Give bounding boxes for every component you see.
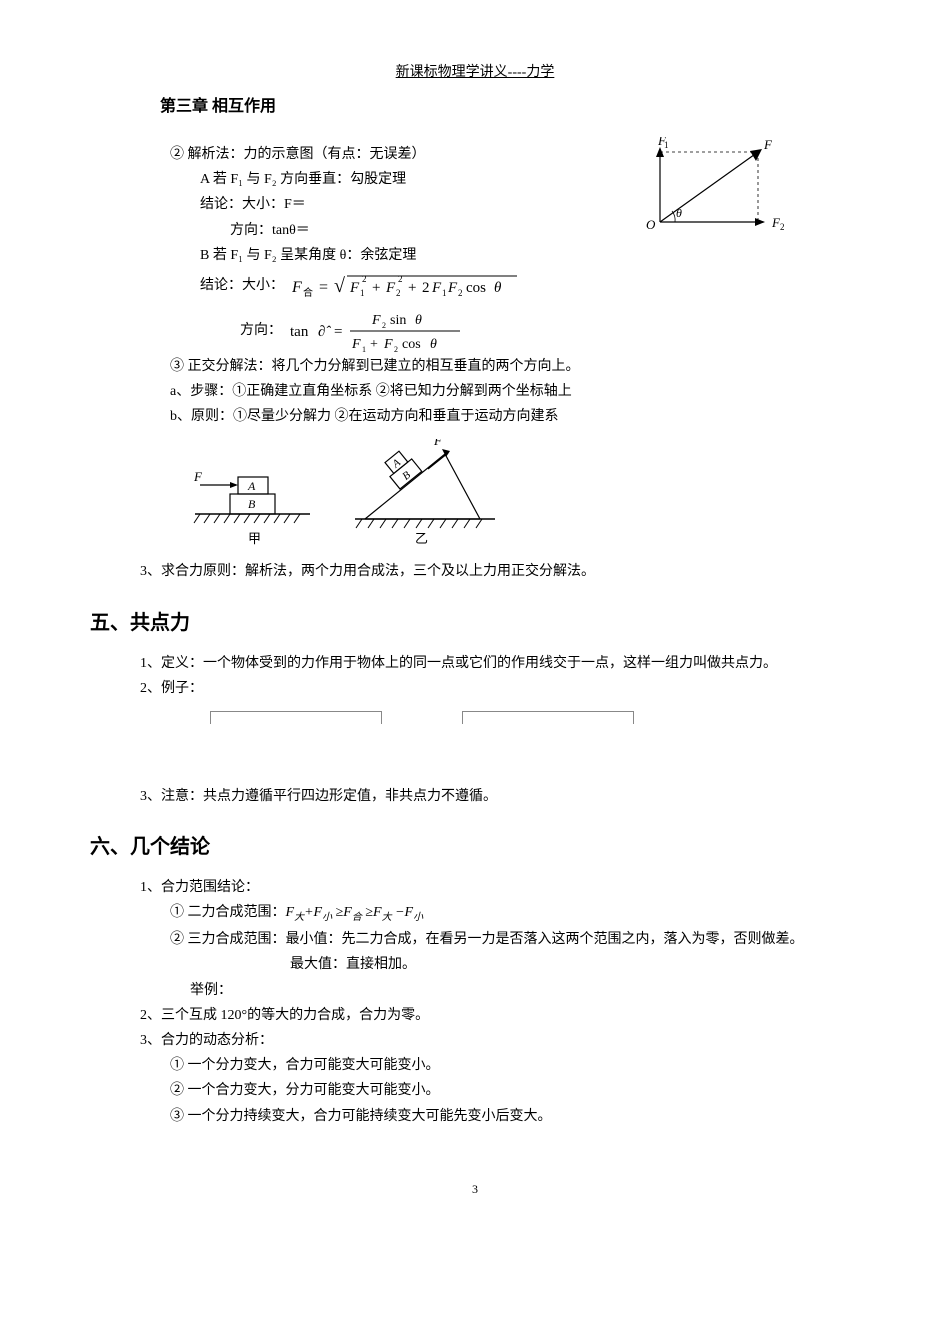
svg-text:合: 合 bbox=[303, 286, 313, 299]
method3-stepB: b、原则：①尽量少分解力 ②在运动方向和垂直于运动方向建系 bbox=[170, 404, 860, 429]
svg-text:F: F bbox=[292, 279, 302, 296]
svg-text:cos: cos bbox=[402, 337, 421, 352]
svg-text:2: 2 bbox=[458, 288, 463, 298]
svg-text:2: 2 bbox=[394, 345, 398, 354]
svg-text:F: F bbox=[763, 137, 773, 152]
svg-text:cos: cos bbox=[466, 280, 486, 296]
svg-text:=: = bbox=[334, 324, 342, 340]
svg-text:2: 2 bbox=[780, 222, 785, 232]
conclB-size-label: 结论：大小： bbox=[200, 273, 284, 298]
svg-text:sin: sin bbox=[390, 313, 406, 328]
svg-text:B: B bbox=[248, 497, 256, 511]
svg-text:F: F bbox=[447, 280, 458, 296]
svg-text:1: 1 bbox=[664, 140, 669, 150]
section6-example: 举例： bbox=[190, 978, 860, 1003]
svg-text:F: F bbox=[431, 280, 442, 296]
method2-lineB: B 若 F₁ 与 F₂ 呈某角度 θ：余弦定理 bbox=[200, 243, 860, 268]
svg-text:1: 1 bbox=[442, 288, 447, 298]
section6-sub1-2b: 最大值：直接相加。 bbox=[290, 952, 860, 977]
svg-text:2: 2 bbox=[398, 274, 403, 284]
svg-text:tan: tan bbox=[290, 324, 309, 340]
svg-text:F: F bbox=[385, 280, 396, 296]
section6-sub1-2: ② 三力合成范围：最小值：先二力合成，在看另一力是否落入这两个范围之内，落入为零… bbox=[170, 927, 860, 952]
section6-sub1-1: ① 二力合成范围：F大+F小 ≥F合 ≥F大 −F小 bbox=[170, 900, 860, 927]
svg-text:θ: θ bbox=[676, 206, 682, 220]
svg-text:θ: θ bbox=[415, 313, 422, 328]
svg-text:乙: 乙 bbox=[415, 531, 428, 546]
empty-box-1 bbox=[210, 711, 382, 724]
header-title: 新课标物理学讲义----力学 bbox=[90, 60, 860, 85]
svg-text:F: F bbox=[371, 313, 381, 328]
section6-sub3-2: ② 一个合力变大，分力可能变大可能变小。 bbox=[170, 1078, 860, 1103]
section6-title: 六、几个结论 bbox=[90, 829, 860, 865]
page-number: 3 bbox=[90, 1179, 860, 1201]
svg-text:2: 2 bbox=[396, 288, 401, 298]
svg-text:=: = bbox=[319, 279, 328, 296]
section6-item3: 3、合力的动态分析： bbox=[140, 1028, 860, 1053]
method3-stepA: a、步骤：①正确建立直角坐标系 ②将已知力分解到两个坐标轴上 bbox=[170, 379, 860, 404]
method3-title: ③ 正交分解法：将几个力分解到已建立的相互垂直的两个方向上。 bbox=[170, 354, 860, 379]
example-boxes bbox=[210, 711, 860, 724]
chapter-title: 第三章 相互作用 bbox=[160, 93, 860, 122]
svg-text:+: + bbox=[372, 280, 380, 296]
diagram-yi: B A F 乙 bbox=[350, 439, 510, 549]
section6-sub3-1: ① 一个分力变大，合力可能变大可能变小。 bbox=[170, 1053, 860, 1078]
section6-item1: 1、合力范围结论： bbox=[140, 875, 860, 900]
section5-title: 五、共点力 bbox=[90, 605, 860, 641]
formula-resultant: F 合 = √ F 1 2 + F 2 2 + 2 F 1 F 2 cos θ bbox=[292, 268, 522, 304]
item3: 3、求合力原则：解析法，两个力用合成法，三个及以上力用正交分解法。 bbox=[140, 559, 860, 584]
formula-tan: tan ∂̂ = F 2 sin θ F 1 + F 2 cos θ bbox=[290, 308, 470, 354]
section5-item3: 3、注意：共点力遵循平行四边形定值，非共点力不遵循。 bbox=[140, 784, 860, 809]
section5-item1: 1、定义：一个物体受到的力作用于物体上的同一点或它们的作用线交于一点，这样一组力… bbox=[140, 651, 860, 676]
svg-text:θ: θ bbox=[430, 337, 437, 352]
block-diagrams: B A F 甲 B A bbox=[190, 439, 860, 549]
svg-text:+: + bbox=[408, 280, 416, 296]
svg-text:√: √ bbox=[334, 275, 345, 297]
section5-item2: 2、例子： bbox=[140, 676, 860, 701]
svg-text:F: F bbox=[349, 280, 360, 296]
svg-text:F: F bbox=[351, 337, 361, 352]
svg-text:θ: θ bbox=[494, 280, 502, 296]
svg-text:2: 2 bbox=[422, 280, 430, 296]
svg-text:F: F bbox=[383, 337, 393, 352]
diagram-jia: B A F 甲 bbox=[190, 439, 320, 549]
svg-text:2: 2 bbox=[362, 274, 367, 284]
conclB-dir-label: 方向： bbox=[240, 318, 282, 343]
empty-box-2 bbox=[462, 711, 634, 724]
vector-diagram: F 1 F F 2 O θ bbox=[640, 137, 800, 246]
svg-text:1: 1 bbox=[362, 345, 366, 354]
svg-text:O: O bbox=[646, 217, 656, 232]
svg-text:甲: 甲 bbox=[248, 531, 261, 546]
section6-item2: 2、三个互成 120°的等大的力合成，合力为零。 bbox=[140, 1003, 860, 1028]
svg-text:A: A bbox=[389, 457, 403, 471]
svg-text:∂̂: ∂̂ bbox=[318, 324, 331, 340]
section6-sub3-3: ③ 一个分力持续变大，合力可能持续变大可能先变小后变大。 bbox=[170, 1104, 860, 1129]
svg-text:A: A bbox=[247, 479, 256, 493]
svg-text:2: 2 bbox=[382, 321, 386, 330]
svg-text:F: F bbox=[433, 439, 443, 448]
svg-text:+: + bbox=[370, 337, 378, 352]
svg-text:1: 1 bbox=[360, 288, 365, 298]
svg-text:F: F bbox=[193, 469, 203, 484]
